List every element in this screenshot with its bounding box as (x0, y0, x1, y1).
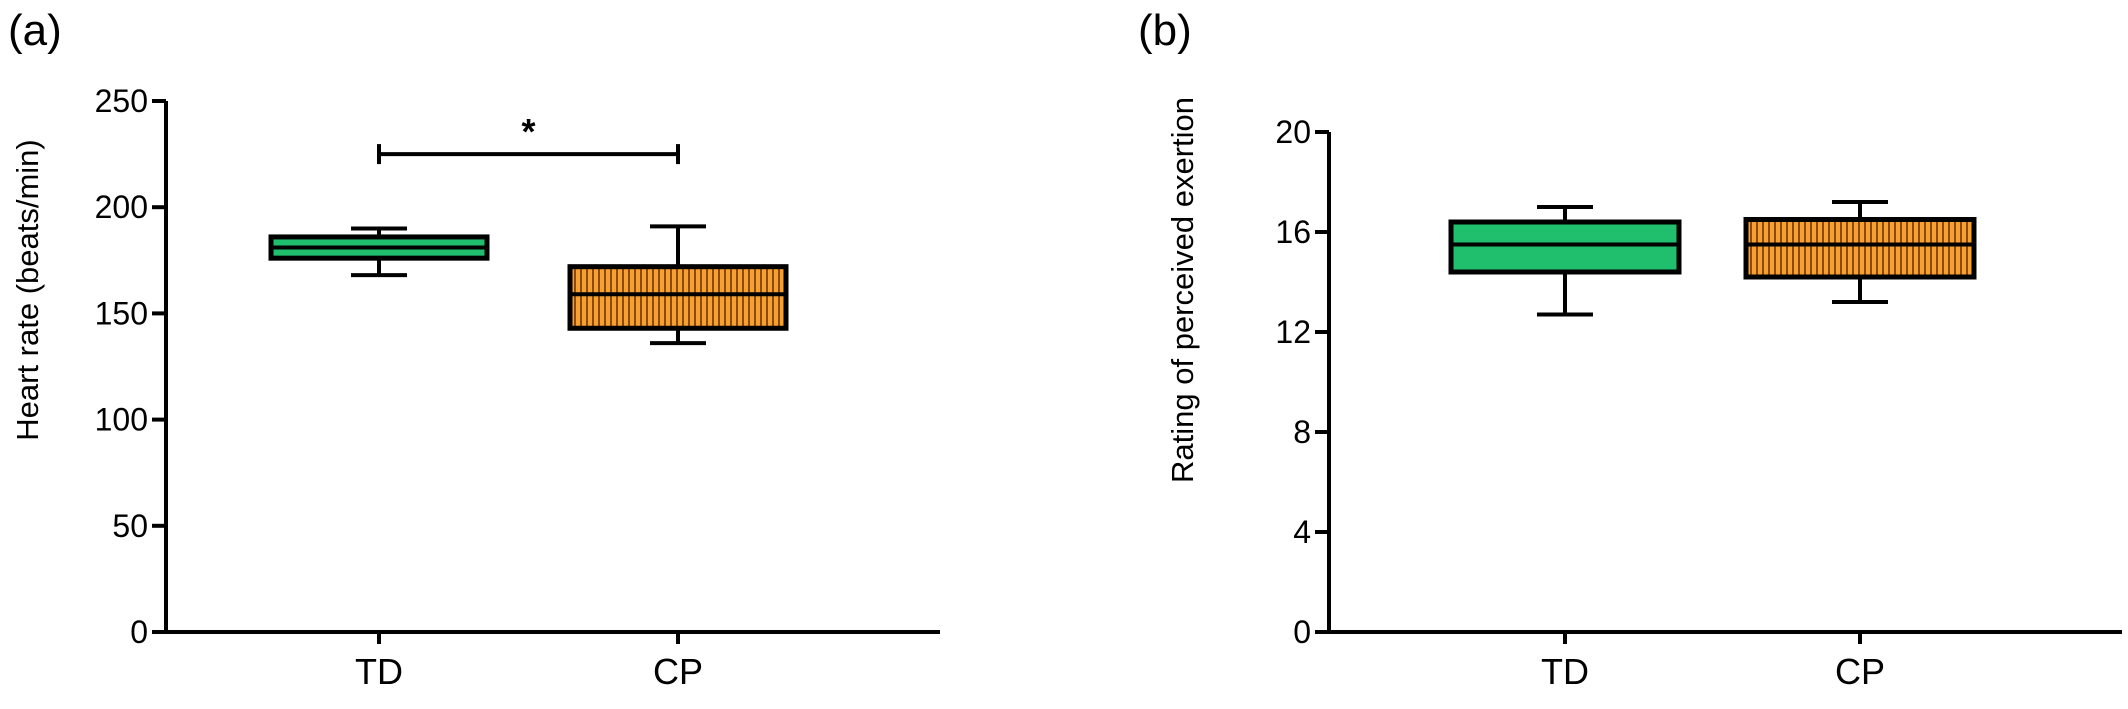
boxes-b (1448, 200, 1977, 317)
y-tick-label-b: 16 (1275, 214, 1311, 250)
chart-panel-b: (b) Rating of perceived exertion 0 4 8 12 16… (1138, 6, 2122, 692)
x-tick-label-b-td: TD (1541, 651, 1589, 692)
y-axis-label-a: Heart rate (beats/min) (10, 139, 45, 441)
x-tick-label-b-cp: CP (1835, 651, 1885, 692)
x-tick-label-a-cp: CP (653, 651, 703, 692)
box-a-cp (567, 224, 789, 346)
y-tick-label-b: 4 (1293, 514, 1311, 550)
y-tick-label-b: 20 (1275, 114, 1311, 150)
y-tick-label-a: 50 (112, 508, 148, 544)
y-tick-label-a: 150 (95, 295, 148, 331)
y-tick-label-a: 250 (95, 83, 148, 119)
box-a-td (268, 226, 490, 278)
y-tick-label-b: 12 (1275, 314, 1311, 350)
significance-star: * (521, 111, 535, 152)
panel-label-b: (b) (1138, 6, 1192, 55)
box-b-td (1448, 205, 1682, 317)
y-ticks-a: 0 50 100 150 200 250 (95, 83, 166, 650)
box-b-cp (1743, 200, 1977, 304)
box-body (567, 264, 789, 331)
significance-a: * (377, 111, 680, 165)
y-axis-label-b: Rating of perceived exertion (1165, 97, 1200, 483)
x-ticks-b: TD CP (1541, 632, 1885, 692)
panel-label-a: (a) (8, 6, 62, 55)
chart-panel-a: (a) Heart rate (beats/min) 0 50 100 150 200 2… (8, 6, 940, 692)
y-tick-label-b: 8 (1293, 414, 1311, 450)
x-tick-label-a-td: TD (355, 651, 403, 692)
x-ticks-a: TD CP (355, 632, 703, 692)
y-tick-label-a: 0 (130, 614, 148, 650)
axes-b (1327, 132, 2122, 634)
box-body (1448, 219, 1682, 275)
y-ticks-b: 0 4 8 12 16 20 (1275, 114, 1329, 650)
y-tick-label-a: 200 (95, 189, 148, 225)
y-tick-label-a: 100 (95, 402, 148, 438)
axes-a (164, 101, 940, 634)
boxes-a (268, 224, 789, 346)
y-tick-label-b: 0 (1293, 614, 1311, 650)
box-body (1743, 217, 1977, 280)
